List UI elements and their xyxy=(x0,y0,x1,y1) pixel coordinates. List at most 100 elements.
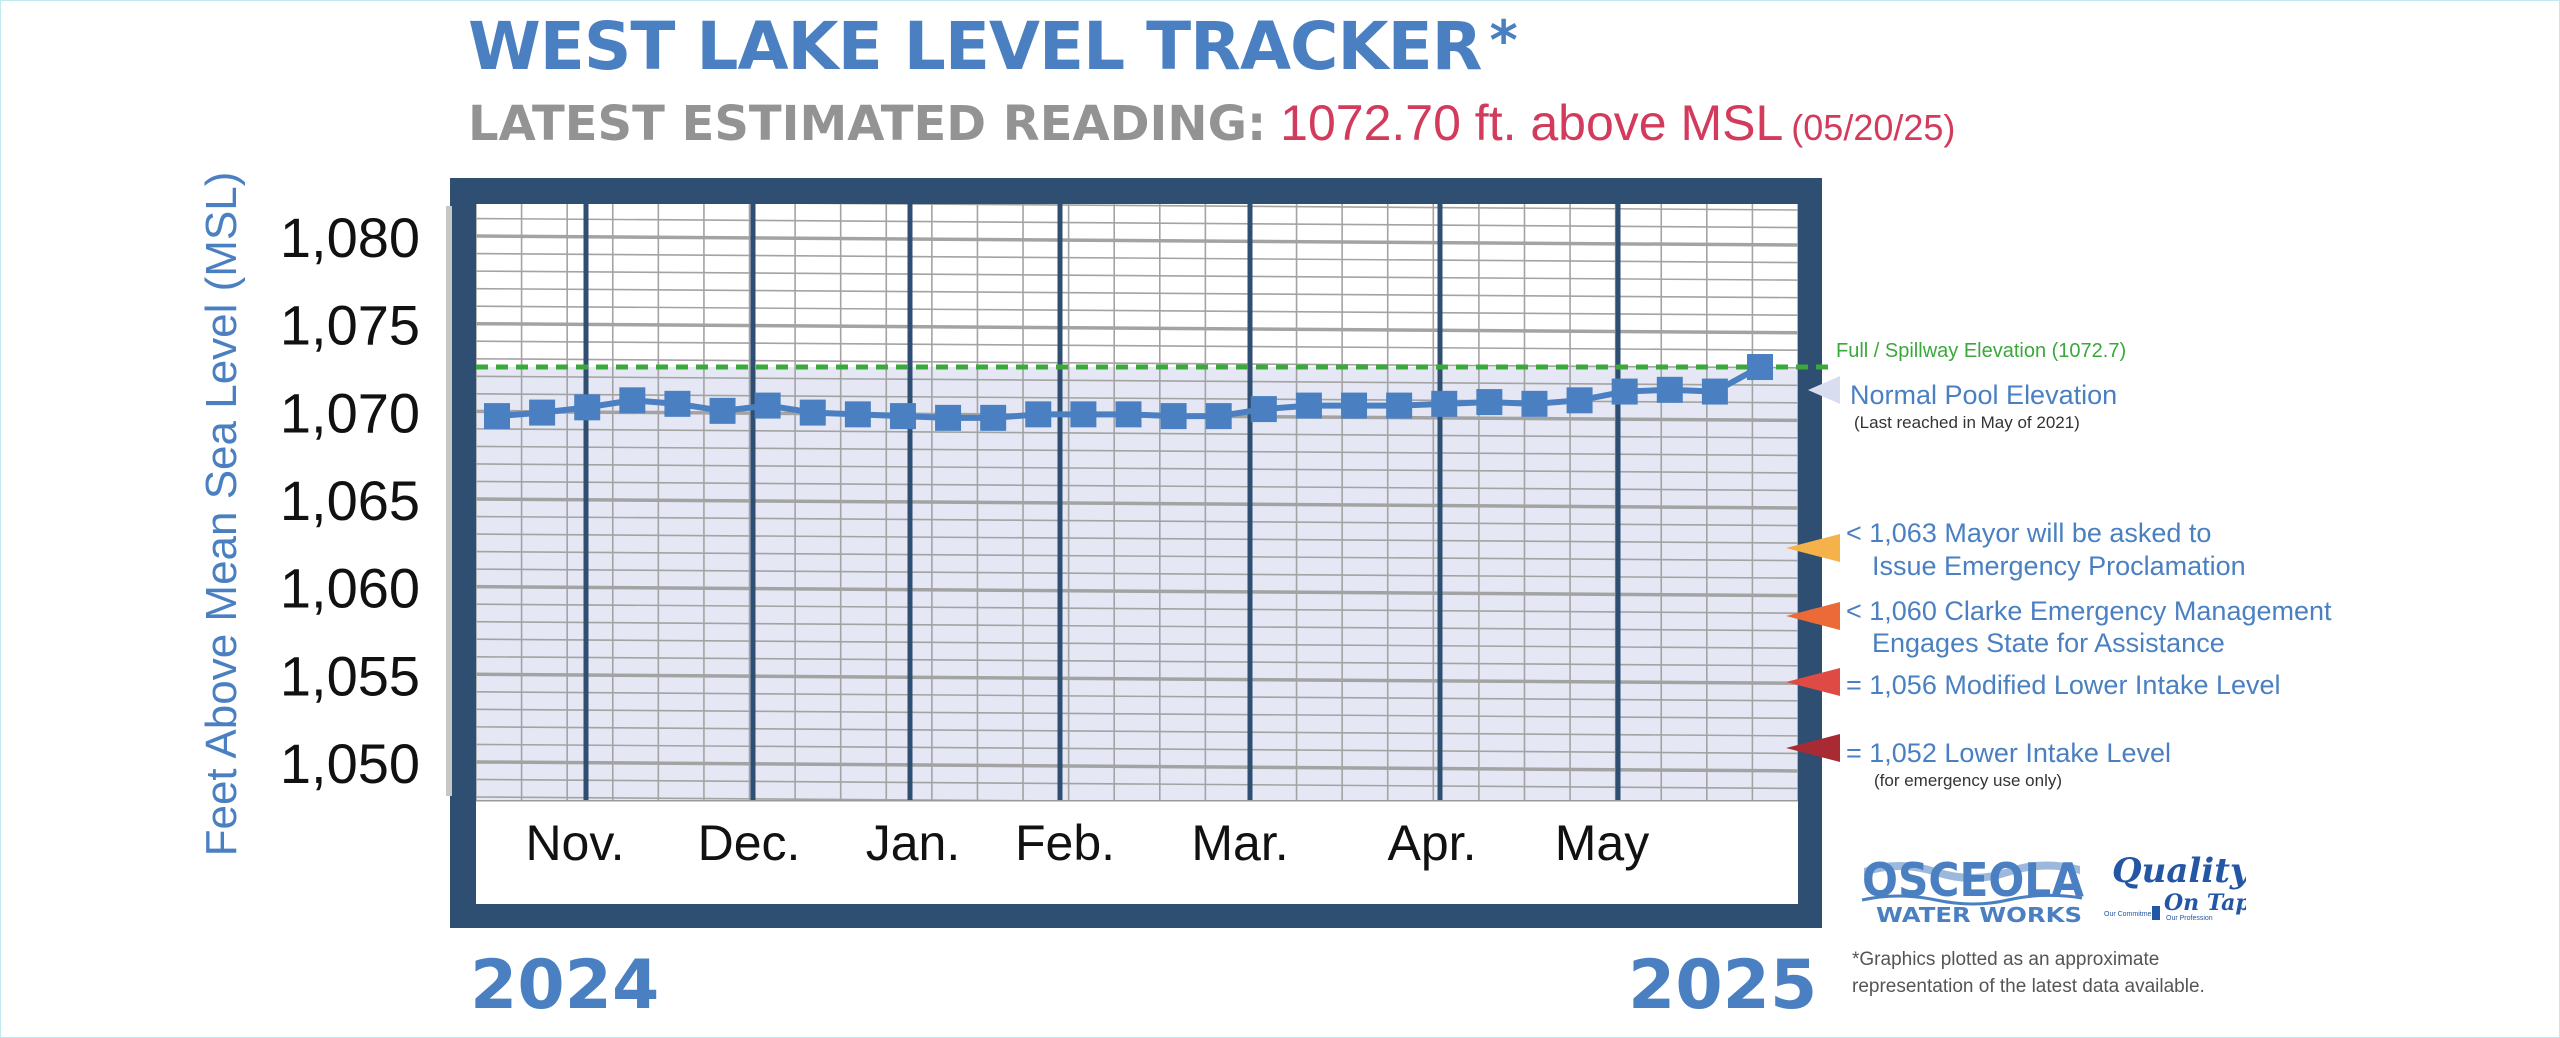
minor-gridline xyxy=(476,270,1798,281)
threshold-1052-label-line2: (for emergency use only) xyxy=(1874,771,2062,790)
page-title: WEST LAKE LEVEL TRACKER * xyxy=(468,14,1518,80)
title-text: WEST LAKE LEVEL TRACKER xyxy=(468,8,1483,85)
major-gridline xyxy=(476,584,1798,598)
data-point xyxy=(1611,378,1638,405)
data-point xyxy=(1250,396,1277,423)
minor-gridline xyxy=(476,252,1798,264)
data-point xyxy=(1747,354,1773,381)
footnote-line-1: *Graphics plotted as an approximate xyxy=(1852,949,2160,970)
faucet-icon xyxy=(2152,906,2160,920)
minor-gridline xyxy=(476,726,1798,737)
threshold-1052-marker xyxy=(1786,734,1840,762)
y-axis-label: Feet Above Mean Sea Level (MSL) xyxy=(197,172,246,857)
minor-gridline xyxy=(476,620,1798,632)
y-tick-label: 1,065 xyxy=(280,469,420,532)
threshold-1063-label: < 1,063 Mayor will be asked to xyxy=(1846,518,2211,548)
data-point xyxy=(889,403,916,430)
logo-osceola-text: OSCEOLA xyxy=(1862,853,2084,907)
minor-gridline xyxy=(476,375,1798,387)
y-tick-label: 1,070 xyxy=(280,381,420,444)
data-point xyxy=(1070,401,1097,428)
minor-gridline xyxy=(476,463,1798,474)
data-point xyxy=(1025,401,1052,428)
y-tick-label: 1,055 xyxy=(280,644,420,707)
data-point xyxy=(980,404,1007,431)
y-tick-label: 1,075 xyxy=(280,294,420,357)
minor-gridline xyxy=(476,568,1798,579)
minor-gridline xyxy=(476,445,1798,457)
minor-gridline xyxy=(476,691,1798,702)
month-label: Dec. xyxy=(698,815,801,871)
data-point xyxy=(619,387,646,414)
data-point xyxy=(1521,390,1548,417)
year-end: 2025 xyxy=(1628,946,1818,1025)
minor-gridline xyxy=(476,603,1798,614)
data-point xyxy=(484,403,510,430)
data-point xyxy=(1701,378,1728,405)
footnote-line-2: representation of the latest data availa… xyxy=(1852,976,2205,997)
data-point xyxy=(529,399,556,426)
major-gridline xyxy=(476,321,1798,335)
y-axis-bar xyxy=(446,206,452,796)
logo-tagline-right: Our Profession xyxy=(2166,915,2213,922)
latest-reading-value: 1072.70 ft. above MSL xyxy=(1280,95,1784,151)
month-label: Jan. xyxy=(866,815,961,871)
data-point xyxy=(935,404,962,431)
threshold-1063-label-line2: Issue Emergency Proclamation xyxy=(1872,551,2246,581)
month-label: Apr. xyxy=(1388,815,1477,871)
data-point xyxy=(844,401,871,428)
minor-gridline xyxy=(476,305,1798,316)
minor-gridline xyxy=(476,743,1798,755)
month-label: Nov. xyxy=(525,815,624,871)
logo-tagline-left: Our Commitment xyxy=(2104,911,2157,918)
logo-water-works-text: WATER WORKS xyxy=(1876,903,2082,926)
data-point xyxy=(1295,392,1322,419)
minor-gridline xyxy=(799,204,1798,211)
data-point xyxy=(1205,403,1232,430)
normal-pool-marker xyxy=(1808,376,1840,404)
minor-gridline xyxy=(476,655,1798,667)
normal-pool-label: Normal Pool Elevation xyxy=(1850,380,2117,410)
minor-gridline xyxy=(476,480,1798,492)
minor-gridline xyxy=(476,550,1798,562)
major-gridline xyxy=(476,760,1798,773)
data-point xyxy=(1656,376,1683,403)
month-label: Feb. xyxy=(1015,815,1115,871)
data-point xyxy=(574,394,601,421)
latest-reading-date: (05/20/25) xyxy=(1791,107,1956,148)
minor-gridline xyxy=(476,638,1798,650)
threshold-1060-label-line2: Engages State for Assistance xyxy=(1872,628,2225,658)
month-label: Mar. xyxy=(1191,815,1288,871)
minor-gridline xyxy=(476,515,1798,527)
data-point xyxy=(754,392,781,419)
data-point xyxy=(1566,387,1593,414)
y-tick-label: 1,080 xyxy=(280,206,420,269)
minor-gridline xyxy=(476,428,1798,439)
threshold-1056-marker xyxy=(1786,668,1840,696)
threshold-1052-label: = 1,052 Lower Intake Level xyxy=(1846,738,2171,768)
logo-quality-text: Quality xyxy=(2112,851,2246,891)
minor-gridline xyxy=(476,778,1798,790)
spillway-label: Full / Spillway Elevation (1072.7) xyxy=(1836,340,2126,362)
threshold-1060-label: < 1,060 Clarke Emergency Management xyxy=(1846,596,2332,626)
logo-on-tap-text: On Tap! xyxy=(2164,890,2246,916)
minor-gridline xyxy=(476,340,1798,352)
data-point xyxy=(1160,403,1187,430)
minor-gridline xyxy=(476,533,1798,544)
data-point xyxy=(799,399,826,426)
minor-gridline xyxy=(476,217,1798,229)
year-start: 2024 xyxy=(470,946,660,1025)
data-point xyxy=(1476,389,1503,416)
month-label: May xyxy=(1555,815,1649,871)
normal-pool-note: (Last reached in May of 2021) xyxy=(1854,413,2080,432)
footnote: *Graphics plotted as an approximate repr… xyxy=(1852,946,2205,1000)
data-point xyxy=(709,397,736,424)
y-tick-label: 1,060 xyxy=(280,557,420,620)
latest-reading: LATEST ESTIMATED READING: 1072.70 ft. abo… xyxy=(468,98,1955,148)
data-point xyxy=(1386,392,1413,419)
data-point xyxy=(664,390,691,417)
data-point xyxy=(1431,390,1458,417)
data-point xyxy=(1341,392,1368,419)
minor-gridline xyxy=(476,708,1798,720)
minor-gridline xyxy=(476,796,1035,800)
